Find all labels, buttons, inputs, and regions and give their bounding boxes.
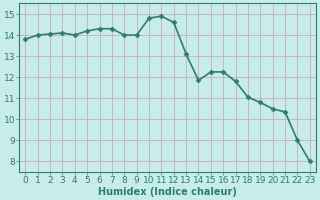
X-axis label: Humidex (Indice chaleur): Humidex (Indice chaleur) [98,187,237,197]
